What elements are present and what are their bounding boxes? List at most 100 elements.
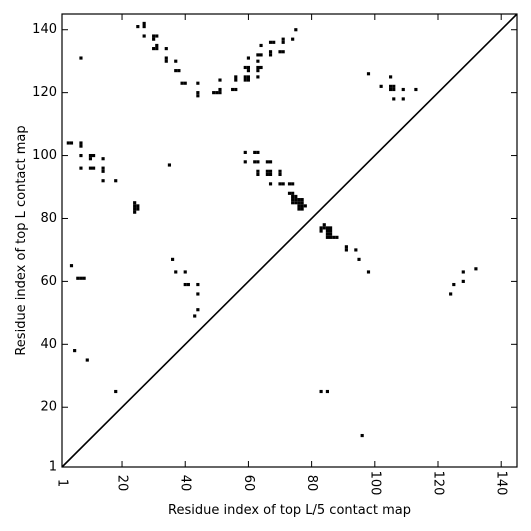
contact-point: [246, 56, 250, 60]
contact-point: [196, 292, 200, 296]
contact-point: [265, 169, 269, 173]
contact-point: [171, 257, 175, 261]
contact-point: [152, 47, 156, 51]
contact-point: [265, 172, 269, 177]
contact-point: [325, 389, 329, 394]
contact-point: [246, 65, 250, 70]
contact-point: [291, 182, 295, 186]
contact-point: [142, 34, 146, 38]
contact-point: [287, 191, 292, 195]
contact-point: [133, 201, 137, 205]
contact-point: [256, 75, 260, 79]
contact-point: [174, 69, 178, 73]
contact-point: [246, 78, 250, 82]
contact-point: [354, 248, 358, 252]
contact-point: [461, 279, 465, 283]
contact-point: [291, 194, 295, 199]
contact-point: [294, 198, 298, 202]
contact-point: [183, 81, 187, 85]
contact-point: [243, 65, 247, 70]
contact-point: [114, 179, 118, 183]
contact-point: [88, 157, 93, 161]
contact-point: [335, 235, 339, 239]
contact-point: [268, 40, 273, 44]
contact-point: [300, 207, 304, 211]
contact-point: [344, 245, 348, 249]
contact-point: [461, 270, 465, 274]
contact-point: [325, 226, 329, 230]
contact-point: [259, 65, 263, 70]
contact-point: [79, 153, 83, 158]
contact-point: [344, 248, 348, 252]
contact-point: [389, 75, 393, 79]
plot-frame: [61, 13, 518, 468]
x-tick-label: 1: [55, 479, 70, 487]
contact-point: [256, 169, 260, 173]
contact-point: [278, 169, 282, 173]
contact-point: [357, 257, 361, 261]
contact-point: [300, 204, 304, 208]
contact-point: [186, 282, 190, 287]
y-tick-label: 1: [49, 460, 57, 475]
contact-point: [76, 276, 80, 280]
contact-point: [297, 204, 301, 208]
contact-point: [66, 141, 70, 145]
contact-point: [88, 153, 93, 158]
contact-point: [332, 235, 336, 239]
contact-point: [79, 141, 83, 145]
contact-point: [297, 198, 301, 202]
contact-point: [474, 267, 478, 271]
contact-point: [268, 182, 273, 186]
contact-point: [196, 91, 200, 95]
contact-point: [177, 69, 181, 73]
contact-point: [322, 223, 326, 227]
contact-point: [243, 78, 247, 82]
contact-point: [259, 53, 263, 57]
contact-point: [291, 198, 295, 202]
contact-point: [142, 25, 146, 29]
contact-point: [360, 433, 364, 438]
contact-point: [183, 282, 187, 287]
contact-point: [92, 153, 96, 158]
contact-point: [366, 270, 371, 274]
contact-point: [294, 201, 298, 205]
contact-point: [294, 194, 298, 199]
contact-point: [152, 34, 156, 38]
contact-point: [174, 270, 178, 274]
contact-point: [196, 282, 200, 287]
contact-point: [256, 150, 260, 154]
contact-point: [268, 169, 273, 173]
contact-point: [193, 314, 197, 318]
y-tick-label: 80: [40, 211, 57, 226]
contact-point: [329, 229, 333, 233]
contact-point: [218, 91, 222, 95]
x-axis-title: Residue index of top L/5 contact map: [168, 503, 411, 518]
contact-point: [325, 229, 329, 233]
contact-point: [401, 87, 405, 92]
contact-point: [325, 232, 329, 236]
contact-point: [389, 87, 393, 92]
contact-point: [196, 308, 200, 312]
contact-point: [133, 207, 137, 211]
contact-point: [329, 226, 333, 230]
contact-point: [79, 276, 83, 280]
contact-point: [164, 47, 168, 51]
contact-point: [319, 226, 323, 230]
y-axis-title: Residue index of top L contact map: [14, 125, 29, 355]
x-tick-label: 140: [494, 471, 509, 496]
contact-point: [268, 53, 273, 57]
contact-point: [218, 87, 222, 92]
contact-point: [281, 50, 285, 54]
contact-point: [256, 160, 260, 164]
contact-point: [300, 201, 304, 205]
contact-point: [79, 144, 83, 148]
contact-point: [133, 210, 137, 214]
contact-point: [291, 37, 295, 41]
contact-point: [85, 358, 89, 362]
contact-point: [366, 72, 371, 76]
y-tick-label: 140: [32, 22, 57, 37]
contact-point: [231, 87, 235, 92]
contact-point: [243, 75, 247, 79]
contact-point: [136, 207, 140, 211]
